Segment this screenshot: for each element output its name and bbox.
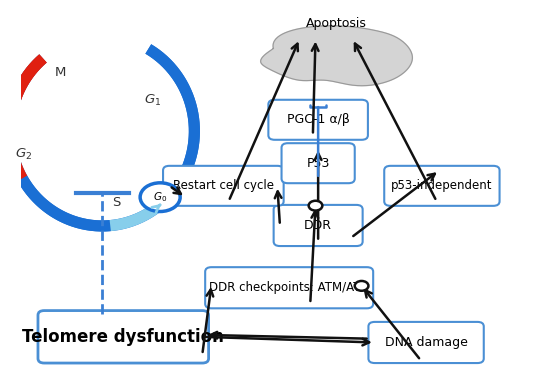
- FancyBboxPatch shape: [163, 166, 284, 206]
- FancyBboxPatch shape: [268, 100, 368, 140]
- FancyBboxPatch shape: [205, 267, 373, 308]
- Circle shape: [355, 281, 368, 291]
- Circle shape: [140, 183, 180, 211]
- Text: PGC-1 α/β: PGC-1 α/β: [287, 113, 350, 126]
- Circle shape: [309, 201, 322, 211]
- Text: $G_1$: $G_1$: [144, 93, 162, 108]
- Text: $G_2$: $G_2$: [15, 147, 32, 162]
- Text: M: M: [55, 66, 67, 79]
- Polygon shape: [261, 26, 412, 86]
- Text: Apoptosis: Apoptosis: [306, 17, 367, 30]
- FancyBboxPatch shape: [282, 143, 355, 183]
- Text: DDR: DDR: [304, 219, 332, 232]
- Text: DNA damage: DNA damage: [384, 336, 468, 349]
- FancyBboxPatch shape: [274, 205, 362, 246]
- Text: P53: P53: [306, 157, 330, 170]
- FancyBboxPatch shape: [38, 311, 208, 363]
- Text: Restart cell cycle: Restart cell cycle: [173, 179, 274, 192]
- Text: Telomere dysfunction: Telomere dysfunction: [23, 328, 224, 346]
- Text: p53-independent: p53-independent: [391, 179, 493, 192]
- Text: S: S: [112, 196, 120, 209]
- FancyBboxPatch shape: [368, 322, 484, 363]
- Text: DDR checkpoints: ATM/ATR: DDR checkpoints: ATM/ATR: [210, 281, 369, 294]
- Text: $G_0$: $G_0$: [153, 190, 167, 204]
- FancyBboxPatch shape: [384, 166, 499, 206]
